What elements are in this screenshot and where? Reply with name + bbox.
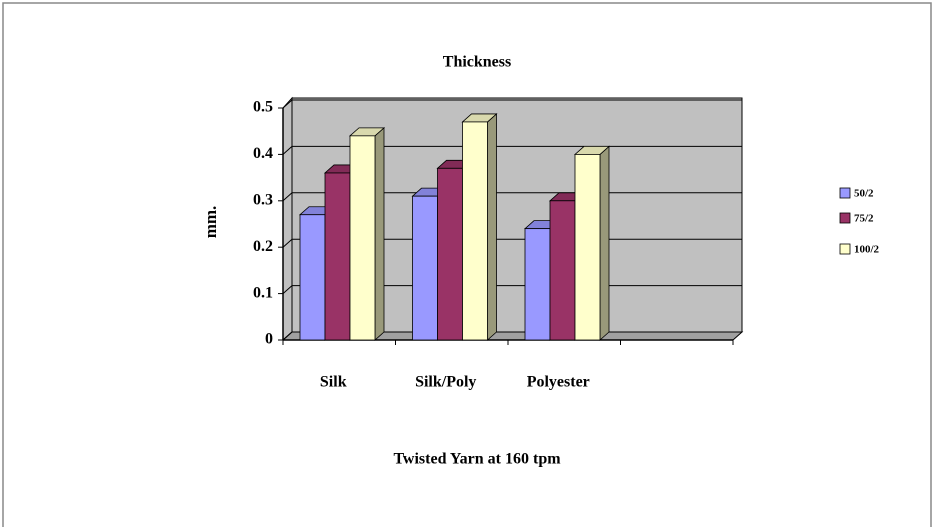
bar-front [412,195,438,341]
grid-line [282,99,742,109]
legend-swatch [839,212,851,224]
x-tick-label: Silk/Poly [415,374,476,391]
bar-front [524,228,551,341]
bar-front [462,121,488,341]
y-tick-label: 0.5 [253,99,273,116]
legend-label: 100/2 [854,244,880,256]
x-tick-label: Polyester [527,374,590,391]
x-tick-label: Silk [320,374,347,391]
bar-front [437,167,463,341]
bar [573,145,611,341]
y-tick-label: 0.1 [253,284,273,301]
bar [461,113,498,341]
bar-front [299,214,326,341]
side-wall [282,96,293,342]
bar-front [349,135,376,341]
chart-title: Thickness [443,54,511,71]
x-axis-title: Twisted Yarn at 160 tpm [393,451,561,468]
bar-front [324,172,351,341]
legend-label: 50/2 [854,188,874,200]
bar-side [599,145,610,341]
legend-label: 75/2 [854,213,874,225]
bar-side [374,126,385,341]
bar-front [549,200,576,341]
y-tick-label: 0.4 [253,145,273,162]
bar-side [487,113,497,341]
y-axis-title: mm. [201,206,220,239]
legend-swatch [839,187,851,199]
bar-front [574,153,601,341]
y-tick-label: 0 [265,331,273,348]
y-tick-label: 0.3 [253,191,273,208]
legend-swatch [839,243,851,255]
bar [348,126,386,341]
y-tick-label: 0.2 [253,238,273,255]
